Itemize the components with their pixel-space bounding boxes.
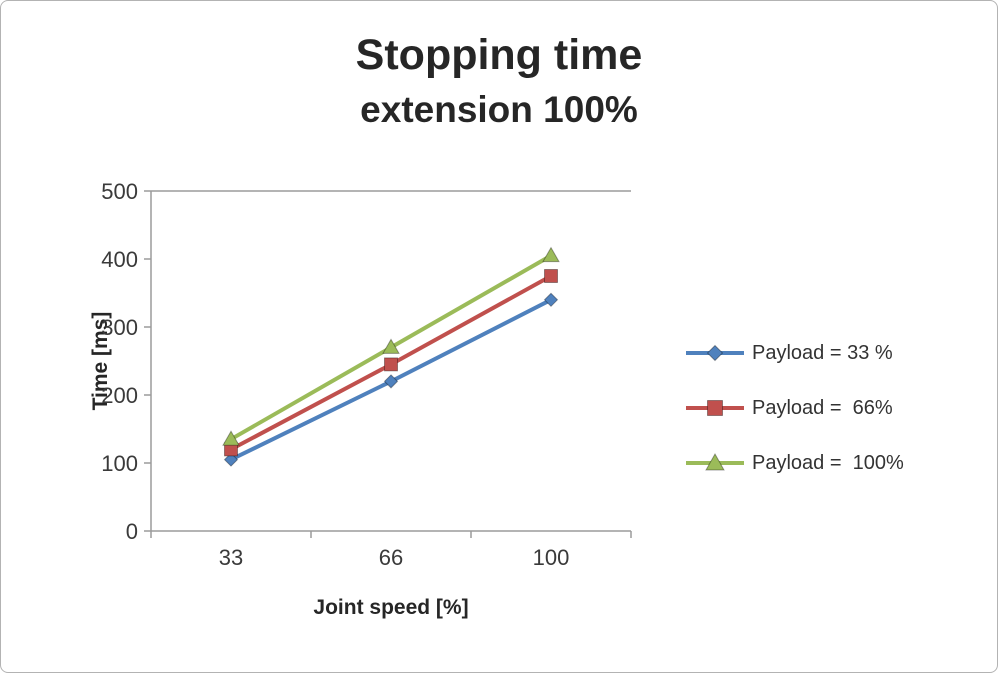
svg-text:100: 100 xyxy=(533,545,570,570)
chart-subtitle: extension 100% xyxy=(360,89,638,130)
chart-title: Stopping time xyxy=(355,31,643,79)
svg-text:33: 33 xyxy=(219,545,243,570)
svg-text:0: 0 xyxy=(126,519,138,544)
svg-text:66: 66 xyxy=(379,545,403,570)
legend-label: Payload = 33 % xyxy=(752,341,893,364)
legend-item: Payload = 100% xyxy=(684,444,904,482)
legend-item: Payload = 33 % xyxy=(684,334,904,372)
legend: Payload = 33 % Payload = 66% Payload = 1… xyxy=(684,334,904,499)
svg-text:200: 200 xyxy=(101,383,138,408)
svg-text:100: 100 xyxy=(101,451,138,476)
x-axis-label: Joint speed [%] xyxy=(313,596,469,619)
legend-line-triangle-icon xyxy=(686,452,744,471)
legend-label: Payload = 100% xyxy=(752,451,904,474)
line-chart: 0 100 200 300 400 500 33 66 100 xyxy=(101,179,632,570)
svg-text:500: 500 xyxy=(101,179,138,204)
legend-line-square-icon xyxy=(686,400,744,416)
svg-text:400: 400 xyxy=(101,247,138,272)
legend-line-diamond-icon xyxy=(686,344,744,362)
legend-item: Payload = 66% xyxy=(684,389,904,427)
svg-text:300: 300 xyxy=(101,315,138,340)
legend-label: Payload = 66% xyxy=(752,396,893,419)
